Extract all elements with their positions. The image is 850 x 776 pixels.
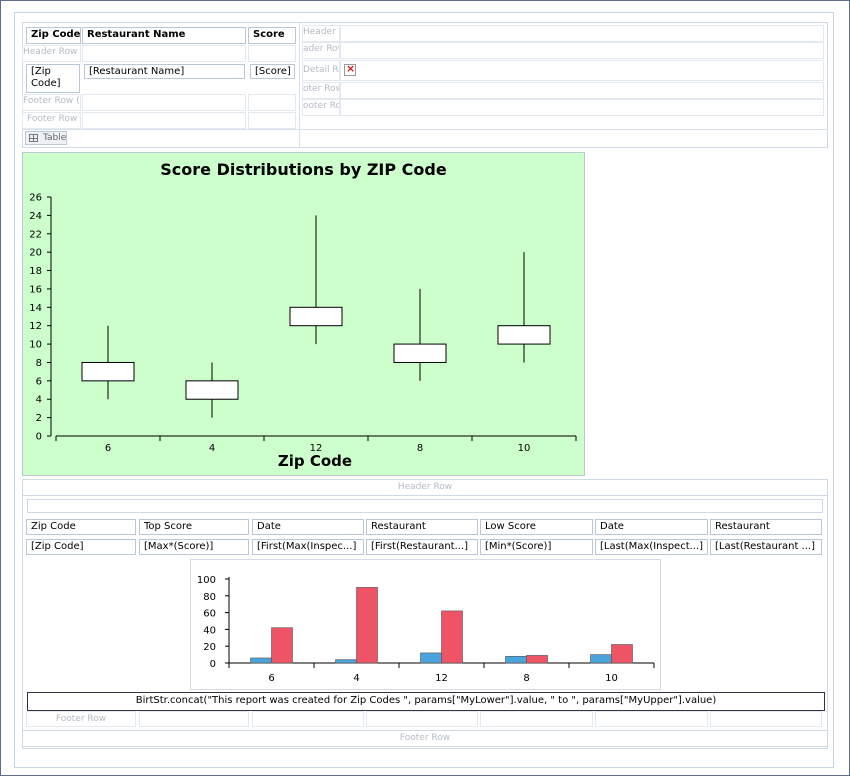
- y-tick-label: 40: [203, 625, 216, 636]
- group-header-row[interactable]: Header Row (Zi: [22, 45, 81, 62]
- y-tick-label: 8: [36, 358, 42, 369]
- score-distribution-chart[interactable]: Score Distributions by ZIP Code 0 2 4 6 8 10 12…: [22, 152, 585, 476]
- y-tick-label: 20: [203, 642, 216, 653]
- y-tick-label: 22: [29, 229, 42, 240]
- list-empty-row: [27, 499, 823, 513]
- group-footer-row[interactable]: Footer Row (Zi: [22, 94, 81, 111]
- list-col-header-2[interactable]: Date: [252, 519, 364, 535]
- inner-footer-cell-1[interactable]: [139, 711, 249, 727]
- bar-series-1: [271, 627, 293, 664]
- col-header-zip[interactable]: Zip Code: [26, 27, 81, 44]
- y-tick-label: 16: [29, 284, 42, 295]
- y-tick-label: 6: [36, 376, 42, 387]
- x-tick-label: 8: [417, 443, 423, 454]
- bar-series-1: [356, 587, 378, 664]
- box-plot-box: [185, 380, 239, 400]
- y-tick-label: 60: [203, 609, 216, 620]
- y-tick-label: 12: [29, 321, 42, 332]
- y-tick-label: 26: [29, 193, 42, 204]
- detail-zip[interactable]: [Zip Code]: [26, 64, 80, 93]
- score-distribution-plot: Score Distributions by ZIP Code024681012…: [29, 160, 577, 470]
- box-plot-box: [289, 306, 343, 327]
- inner-footer-cell-5[interactable]: [595, 711, 708, 727]
- y-tick-label: 2: [36, 413, 42, 424]
- y-tick-label: 0: [36, 432, 42, 443]
- inner-footer-cell-0[interactable]: Footer Row: [26, 711, 136, 727]
- list-col-value-4[interactable]: [Min*(Score)]: [480, 539, 593, 555]
- bar-series-0: [420, 652, 442, 664]
- x-tick-label: 6: [105, 443, 111, 454]
- list-col-header-4[interactable]: Low Score: [480, 519, 593, 535]
- list-col-value-6[interactable]: [Last(Restaurant ...]: [710, 539, 822, 555]
- list-header-row[interactable]: Header Row: [22, 479, 828, 496]
- inner-footer-cell-2[interactable]: [252, 711, 364, 727]
- y-tick-label: 20: [29, 248, 42, 259]
- list-col-header-5[interactable]: Date: [595, 519, 708, 535]
- y-tick-label: 18: [29, 266, 42, 277]
- side-row-detail[interactable]: Detail Row: [302, 60, 340, 81]
- y-tick-label: 24: [29, 211, 42, 222]
- box-plot-box: [393, 343, 447, 363]
- x-tick-label: 6: [268, 673, 274, 684]
- list-col-value-5[interactable]: [Last(Max(Inspect...]: [595, 539, 708, 555]
- broken-image-icon[interactable]: [344, 62, 356, 76]
- bar-series-0: [505, 655, 527, 664]
- x-tick-label: 4: [209, 443, 215, 454]
- table-icon: [29, 134, 38, 142]
- report-footnote-expression[interactable]: BirtStr.concat("This report was created …: [27, 692, 825, 711]
- bar-series-0: [590, 654, 612, 664]
- bar-series-0: [335, 659, 357, 664]
- list-col-header-3[interactable]: Restaurant: [366, 519, 478, 535]
- side-row-header[interactable]: Header Ro: [302, 25, 340, 42]
- box-plot-box: [81, 361, 135, 382]
- box-plot-box: [497, 325, 551, 345]
- list-col-value-0[interactable]: [Zip Code]: [26, 539, 136, 555]
- list-footer-row[interactable]: Footer Row: [22, 730, 828, 747]
- table-footer-row[interactable]: Footer Row: [22, 112, 81, 129]
- list-col-value-1[interactable]: [Max*(Score)]: [139, 539, 249, 555]
- score-bar-plot: 0 20 40 60 80 100 6 4 12 8 10: [197, 575, 655, 684]
- detail-restaurant[interactable]: [Restaurant Name]: [84, 64, 245, 79]
- list-col-header-0[interactable]: Zip Code: [26, 519, 136, 535]
- top-grid: [22, 22, 828, 148]
- table-selector-tab[interactable]: Table: [25, 131, 67, 145]
- y-tick-label: 10: [29, 340, 42, 351]
- bar-series-1: [441, 610, 463, 664]
- y-tick-label: 14: [29, 303, 42, 314]
- y-tick-label: 0: [210, 659, 216, 670]
- list-col-header-6[interactable]: Restaurant: [710, 519, 822, 535]
- inner-footer-cell-6[interactable]: [710, 711, 822, 727]
- list-col-value-3[interactable]: [First(Restaurant...]: [366, 539, 478, 555]
- y-tick-label: 100: [197, 575, 216, 586]
- inner-footer-cell-4[interactable]: [480, 711, 593, 727]
- inner-footer-cell-3[interactable]: [366, 711, 478, 727]
- side-row-group-header[interactable]: ader Row: [302, 42, 340, 59]
- x-tick-label: 4: [353, 673, 359, 684]
- x-axis-title: Zip Code: [278, 452, 352, 470]
- detail-score[interactable]: [Score]: [250, 64, 295, 79]
- x-tick-label: 10: [518, 443, 531, 454]
- bar-series-1: [611, 644, 633, 664]
- x-tick-label: 12: [435, 673, 448, 684]
- y-tick-label: 80: [203, 592, 216, 603]
- col-header-restaurant[interactable]: Restaurant Name: [82, 27, 246, 44]
- y-tick-label: 4: [36, 395, 42, 406]
- bar-series-0: [250, 657, 272, 664]
- x-tick-label: 12: [310, 443, 323, 454]
- list-col-value-2[interactable]: [First(Max(Inspec...]: [252, 539, 364, 555]
- side-row-group-footer[interactable]: oter Row (: [302, 82, 340, 99]
- col-header-score[interactable]: Score: [248, 27, 296, 44]
- x-tick-label: 8: [523, 673, 529, 684]
- score-bar-chart[interactable]: 0 20 40 60 80 100 6 4 12 8 10: [190, 559, 661, 690]
- side-row-footer[interactable]: ooter Row: [302, 99, 340, 116]
- list-col-header-1[interactable]: Top Score: [139, 519, 249, 535]
- x-tick-label: 10: [605, 673, 618, 684]
- chart-title: Score Distributions by ZIP Code: [160, 160, 447, 179]
- bar-series-1: [526, 655, 548, 664]
